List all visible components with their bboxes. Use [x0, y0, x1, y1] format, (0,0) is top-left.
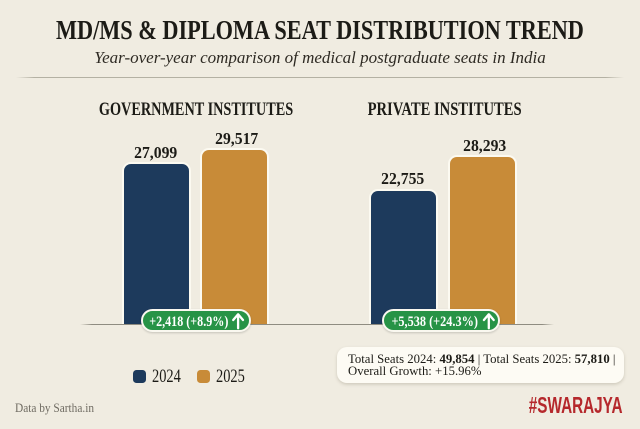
svg-text:+5,538 (+24.3%): +5,538 (+24.3%): [391, 314, 478, 330]
svg-text:#SWARAJYA: #SWARAJYA: [529, 393, 623, 417]
svg-text:+2,418 (+8.9%): +2,418 (+8.9%): [149, 314, 228, 330]
